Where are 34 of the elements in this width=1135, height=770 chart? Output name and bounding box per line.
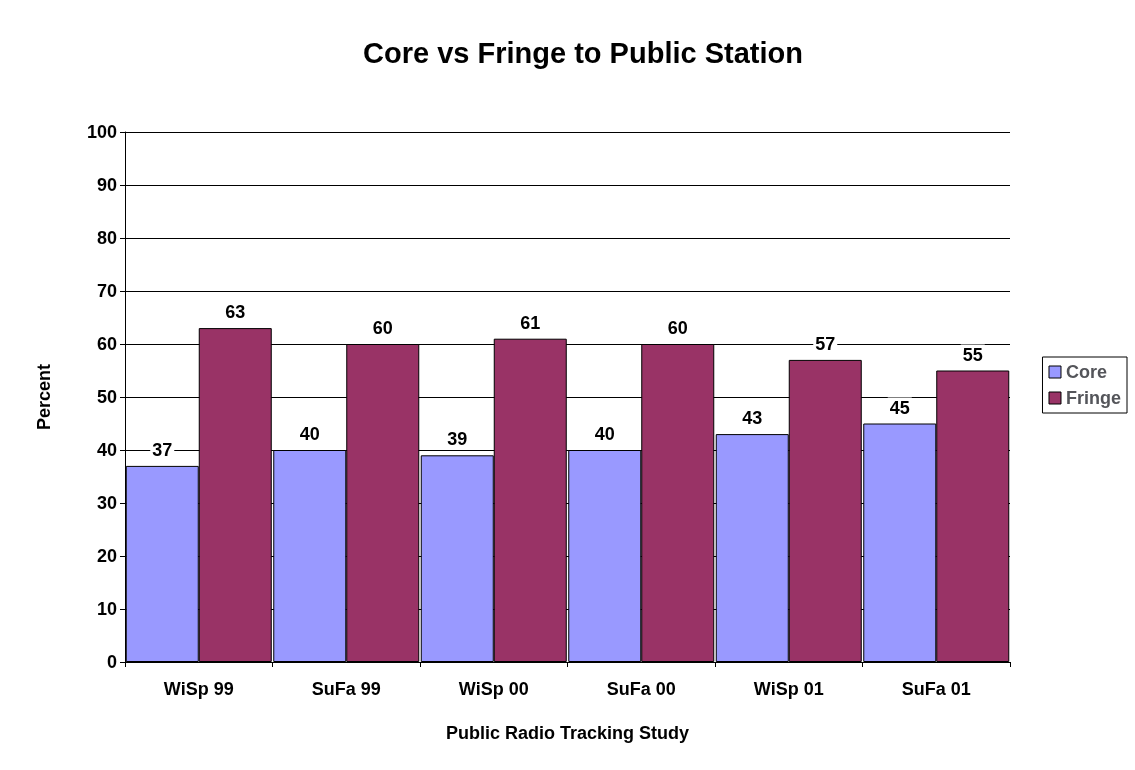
data-label: 39 <box>447 429 468 450</box>
y-tick-label: 50 <box>96 387 117 407</box>
y-axis-title: Percent <box>34 363 54 431</box>
y-tick-label: 10 <box>96 599 117 619</box>
x-tick-label: WiSp 99 <box>163 679 234 699</box>
x-axis-title: Public Radio Tracking Study <box>445 723 690 743</box>
y-tick-label: 100 <box>86 122 117 142</box>
data-label: 57 <box>815 333 836 354</box>
data-label: 43 <box>742 408 763 429</box>
data-label: 45 <box>889 397 910 418</box>
y-tick-label: 60 <box>96 334 117 354</box>
legend-label: Fringe <box>1066 388 1122 408</box>
y-tick-label: 0 <box>106 652 117 672</box>
x-tick-label: SuFa 99 <box>311 679 381 699</box>
y-tick-label: 70 <box>96 281 117 301</box>
x-tick-label: SuFa 00 <box>606 679 676 699</box>
y-tick-label: 90 <box>96 175 117 195</box>
data-label: 60 <box>372 318 393 338</box>
y-tick-label: 40 <box>96 440 117 460</box>
chart-title: Core vs Fringe to Public Station <box>363 36 803 69</box>
data-label: 63 <box>225 302 246 323</box>
y-tick-label: 80 <box>96 228 117 248</box>
y-tick-label: 20 <box>96 546 117 566</box>
data-label: 55 <box>962 344 983 365</box>
x-tick-label: WiSp 00 <box>458 679 529 699</box>
x-tick-label: WiSp 01 <box>753 679 824 699</box>
y-tick-label: 30 <box>96 493 117 513</box>
legend-label: Core <box>1066 362 1108 382</box>
data-label: 37 <box>152 439 173 460</box>
data-label: 61 <box>520 312 541 333</box>
data-label: 40 <box>594 424 615 444</box>
data-label: 60 <box>667 318 688 338</box>
x-tick-label: SuFa 01 <box>901 679 971 699</box>
data-label: 40 <box>299 424 320 444</box>
